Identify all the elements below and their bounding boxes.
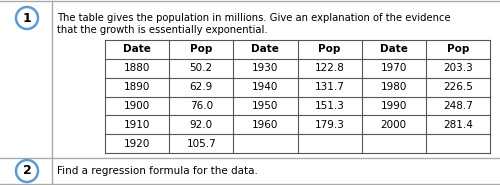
Text: 1900: 1900 bbox=[124, 101, 150, 111]
Circle shape bbox=[16, 7, 38, 29]
Text: 92.0: 92.0 bbox=[190, 120, 213, 130]
Text: The table gives the population in millions. Give an explanation of the evidence: The table gives the population in millio… bbox=[57, 13, 450, 23]
Text: 122.8: 122.8 bbox=[314, 63, 344, 73]
Text: Find a regression formula for the data.: Find a regression formula for the data. bbox=[57, 166, 258, 176]
Text: 50.2: 50.2 bbox=[190, 63, 213, 73]
Text: 1: 1 bbox=[22, 11, 32, 24]
Text: 226.5: 226.5 bbox=[443, 82, 473, 92]
Text: 2000: 2000 bbox=[380, 120, 407, 130]
Text: 248.7: 248.7 bbox=[443, 101, 473, 111]
Text: 281.4: 281.4 bbox=[443, 120, 473, 130]
Text: Pop: Pop bbox=[446, 44, 469, 54]
Text: 105.7: 105.7 bbox=[186, 139, 216, 149]
Text: 1990: 1990 bbox=[380, 101, 407, 111]
Text: 1890: 1890 bbox=[124, 82, 150, 92]
Text: that the growth is essentially exponential.: that the growth is essentially exponenti… bbox=[57, 25, 268, 35]
Text: 1880: 1880 bbox=[124, 63, 150, 73]
Text: Pop: Pop bbox=[190, 44, 212, 54]
Text: 131.7: 131.7 bbox=[314, 82, 344, 92]
Circle shape bbox=[16, 160, 38, 182]
Text: Pop: Pop bbox=[318, 44, 341, 54]
Text: 1910: 1910 bbox=[124, 120, 150, 130]
Text: 1940: 1940 bbox=[252, 82, 278, 92]
Text: 1980: 1980 bbox=[380, 82, 407, 92]
Text: 1920: 1920 bbox=[124, 139, 150, 149]
Text: Date: Date bbox=[252, 44, 280, 54]
Text: 1970: 1970 bbox=[380, 63, 407, 73]
Text: 2: 2 bbox=[22, 164, 32, 177]
Text: 1930: 1930 bbox=[252, 63, 278, 73]
Text: 76.0: 76.0 bbox=[190, 101, 213, 111]
Text: 203.3: 203.3 bbox=[443, 63, 473, 73]
Text: Date: Date bbox=[123, 44, 151, 54]
Text: 179.3: 179.3 bbox=[314, 120, 344, 130]
Text: Date: Date bbox=[380, 44, 407, 54]
Text: 151.3: 151.3 bbox=[314, 101, 344, 111]
Text: 1960: 1960 bbox=[252, 120, 278, 130]
Text: 62.9: 62.9 bbox=[190, 82, 213, 92]
Text: 1950: 1950 bbox=[252, 101, 278, 111]
